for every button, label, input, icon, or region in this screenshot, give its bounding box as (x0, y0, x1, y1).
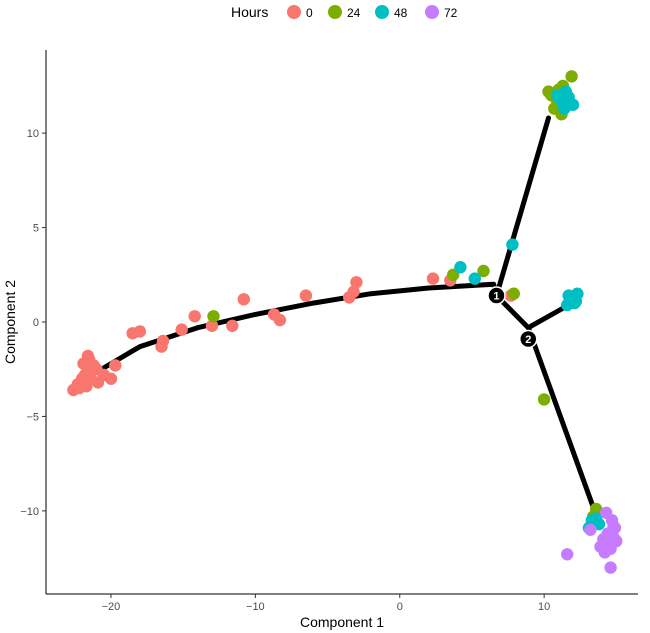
point-hours-24-1 (207, 310, 220, 323)
trajectory-segment-4 (525, 302, 572, 331)
legend-label-72: 72 (444, 6, 458, 20)
y-tick-label: 0 (33, 317, 39, 329)
y-tick-label: 5 (33, 223, 39, 235)
point-hours-0-25 (226, 319, 239, 332)
y-tick-label: −5 (26, 411, 39, 423)
point-hours-48-1 (454, 261, 467, 274)
point-hours-0-29 (299, 289, 313, 302)
point-hours-0-17 (109, 359, 122, 372)
point-hours-0-16 (104, 372, 118, 385)
point-hours-0-26 (237, 293, 250, 306)
point-hours-0-28 (273, 313, 287, 327)
point-hours-72-11 (584, 523, 597, 536)
point-hours-48-21 (589, 512, 603, 525)
point-hours-0-21 (156, 334, 170, 348)
y-tick-label: −10 (20, 506, 39, 518)
point-hours-72-12 (561, 548, 574, 561)
trajectory-segment-5 (525, 325, 596, 510)
point-hours-48-17 (558, 102, 571, 115)
point-hours-48-3 (506, 238, 519, 251)
legend-key-72 (425, 5, 439, 19)
point-hours-0-33 (426, 272, 440, 285)
y-axis-title: Component 2 (2, 280, 18, 364)
point-hours-24-5 (537, 393, 551, 406)
x-tick-label: −20 (102, 601, 121, 613)
branch-point-1 (487, 286, 506, 305)
point-hours-72-15 (607, 519, 620, 533)
trajectory-segment-2 (494, 115, 551, 299)
point-hours-0-14 (81, 349, 95, 363)
x-tick-label: −10 (246, 601, 265, 613)
point-hours-48-15 (550, 89, 564, 102)
branch-point-label-1: 1 (493, 291, 499, 303)
x-tick-label: 0 (397, 601, 403, 613)
x-axis-ticks: −20 −10 0 10 (102, 594, 550, 613)
legend-label-0: 0 (306, 6, 313, 20)
y-tick-label: 10 (27, 128, 39, 140)
branch-point-2 (519, 329, 538, 349)
legend-key-24 (328, 5, 342, 19)
legend-key-48 (375, 5, 389, 19)
point-hours-0-19 (133, 325, 147, 338)
point-hours-0-31 (350, 276, 363, 289)
point-hours-48-10 (569, 295, 583, 308)
legend-key-0 (287, 5, 301, 19)
point-hours-0-32 (347, 285, 360, 298)
point-hours-0-11 (73, 381, 86, 395)
point-hours-0-22 (175, 323, 188, 336)
point-hours-0-24 (205, 319, 219, 332)
point-hours-24-4 (507, 287, 520, 300)
point-hours-0-23 (188, 310, 201, 323)
point-hours-24-11 (565, 70, 578, 83)
legend-label-24: 24 (347, 6, 361, 20)
point-hours-24-3 (477, 264, 490, 278)
point-hours-48-2 (468, 272, 481, 285)
legend-title: Hours (231, 4, 268, 20)
x-axis-title: Component 1 (300, 614, 384, 630)
data-points (67, 70, 623, 574)
branch-points: 12 (487, 286, 538, 349)
x-tick-label: 10 (538, 601, 550, 613)
point-hours-72-13 (604, 561, 617, 574)
branch-point-label-2: 2 (525, 334, 531, 346)
y-axis-ticks: −10 −5 0 5 10 (20, 128, 46, 518)
point-hours-72-14 (597, 533, 610, 546)
legend-label-48: 48 (394, 6, 408, 20)
legend: Hours 0 24 48 72 (231, 4, 458, 20)
